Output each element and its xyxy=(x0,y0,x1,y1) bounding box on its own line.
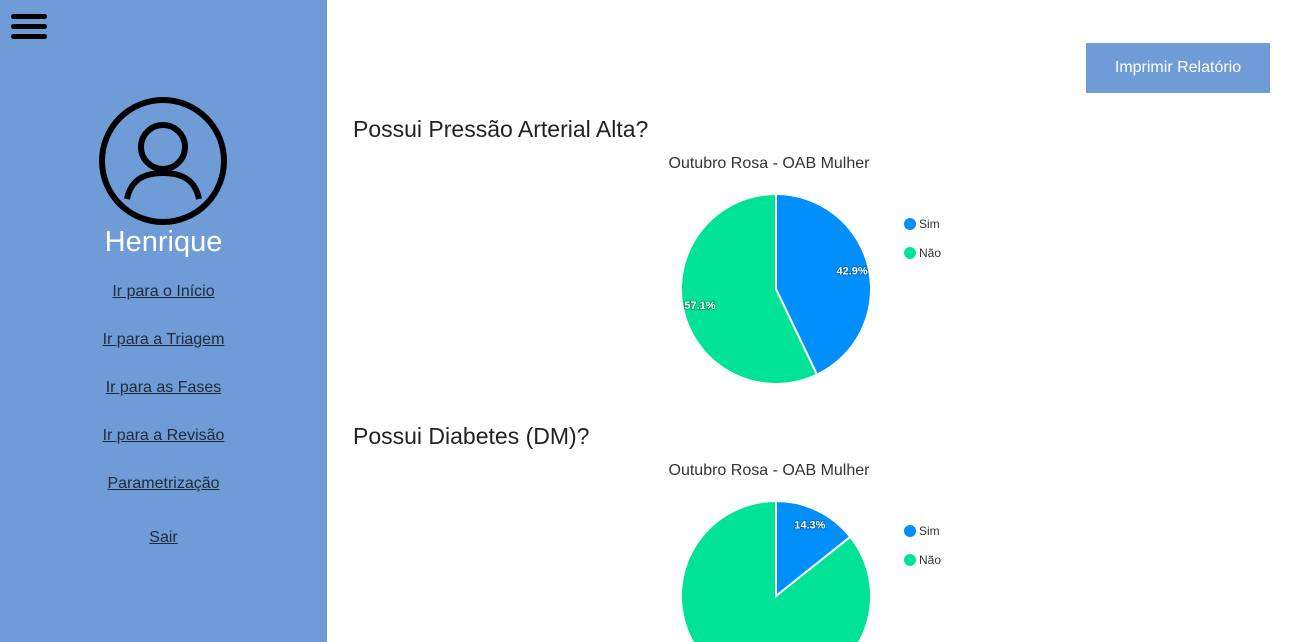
pie-slice xyxy=(680,499,872,642)
nav-link[interactable]: Ir para a Revisão xyxy=(102,427,225,444)
legend-marker xyxy=(904,218,916,230)
charts: Possui Pressão Arterial Alta? Outubro Ros… xyxy=(353,116,941,642)
nav-link[interactable]: Sair xyxy=(149,529,178,546)
chart-title: Outubro Rosa - OAB Mulher xyxy=(669,462,871,479)
nav-link[interactable]: Parametrização xyxy=(107,475,220,492)
legend-marker xyxy=(904,525,916,537)
legend-label: Não xyxy=(919,553,941,567)
nav-link[interactable]: Ir para o Início xyxy=(112,283,215,300)
legend-label: Sim xyxy=(919,524,940,538)
legend-marker xyxy=(904,247,916,259)
pie-slice xyxy=(680,192,819,385)
nav-link[interactable]: Ir para as Fases xyxy=(105,379,222,396)
user-name: Henrique xyxy=(104,226,223,258)
chart-title: Outubro Rosa - OAB Mulher xyxy=(669,155,871,172)
pie-slice xyxy=(775,192,872,377)
avatar-icon xyxy=(99,97,227,225)
sidebar: Henrique Ir para o Início Ir para a Triag… xyxy=(0,0,327,642)
section-heading: Possui Diabetes (DM)? xyxy=(353,423,589,449)
legend-label: Não xyxy=(919,246,941,260)
nav-link[interactable]: Ir para a Triagem xyxy=(102,331,225,348)
print-button[interactable]: Imprimir Relatório xyxy=(1086,43,1270,93)
slice-label: 42.9% xyxy=(836,266,867,278)
section-heading: Possui Pressão Arterial Alta? xyxy=(353,116,648,142)
menu-icon[interactable] xyxy=(10,12,50,44)
slice-label: 14.3% xyxy=(794,520,825,532)
legend-marker xyxy=(904,554,916,566)
slice-label: 57.1% xyxy=(684,300,715,312)
legend-label: Sim xyxy=(919,217,940,231)
pie-slice xyxy=(775,499,852,599)
